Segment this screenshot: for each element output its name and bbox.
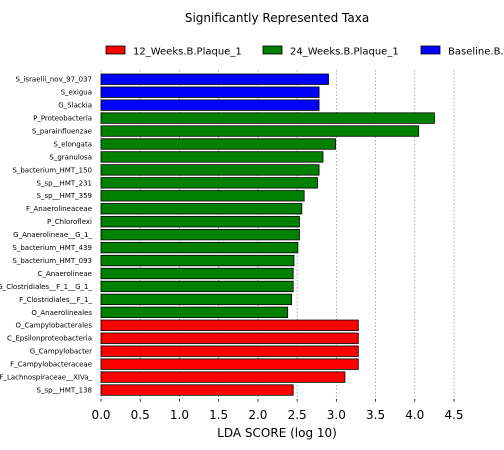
category-label: O_Campylobacterales: [15, 322, 92, 330]
legend-label: 12_Weeks.B.Plaque_1: [133, 47, 242, 58]
legend: 12_Weeks.B.Plaque_1 24_Weeks.B.Plaque_1 Ba…: [105, 45, 504, 58]
bar: [100, 177, 318, 189]
category-label: G_Anaerolineae__G_1_: [13, 231, 92, 239]
x-tick-label: 0.0: [91, 408, 110, 422]
bar: [100, 267, 294, 280]
bar: [100, 319, 359, 331]
category-label: C_Epsilonproteobacteria: [7, 335, 92, 343]
bar: [100, 332, 359, 344]
x-tick-label: 4.5: [444, 408, 463, 422]
bar: [100, 151, 324, 163]
category-label: S_granulosa: [49, 153, 92, 161]
bar: [100, 280, 294, 293]
bar: [100, 99, 320, 111]
bar: [100, 345, 359, 357]
category-label: S_israelii_nov_97_037: [16, 76, 92, 84]
category-label: G_Campylobacter: [30, 348, 92, 356]
legend-swatch: [105, 45, 126, 55]
category-label: G_Clostridiales__F_1__G_1_: [0, 283, 92, 291]
bar: [100, 254, 295, 267]
category-label: S_sp__HMT_231: [37, 179, 92, 187]
category-label: S_bacterium_HMT_093: [12, 257, 92, 265]
bar: [100, 203, 303, 215]
bar: [100, 138, 336, 150]
bar: [100, 112, 435, 124]
x-tick-label: 2.5: [288, 408, 307, 422]
x-axis-ticks: 0.0 0.5 1.0 1.5 2.0 2.5 3.0 3.5 4.0 4.5: [91, 398, 464, 422]
x-tick-label: 4.0: [405, 408, 424, 422]
category-label: F_Lachnospiraceae__XIVa_: [0, 374, 92, 382]
bar: [100, 216, 300, 228]
category-label: S_exigua: [61, 89, 92, 97]
bar: [100, 125, 420, 137]
category-label: S_bacterium_HMT_439: [12, 244, 92, 252]
category-label: F_Campylobacteraceae: [10, 361, 92, 369]
bar: [100, 164, 320, 176]
category-label: S_elongata: [53, 140, 92, 148]
x-tick-label: 3.0: [327, 408, 346, 422]
category-label: S_sp__HMT_138: [37, 386, 92, 394]
bar: [100, 228, 300, 241]
category-label: G_Slackia: [58, 102, 92, 110]
category-label: F_Clostridiales__F_1_: [19, 296, 92, 304]
legend-label: Baseline.B.Plaque_1: [448, 47, 504, 58]
x-tick-label: 2.0: [248, 408, 267, 422]
category-label: O_Anaerolineales: [31, 309, 92, 317]
bar: [100, 358, 359, 370]
legend-label: 24_Weeks.B.Plaque_1: [290, 47, 399, 58]
category-label: S_bacterium_HMT_150: [12, 166, 92, 174]
bar: [100, 306, 289, 319]
bar: [100, 73, 329, 85]
category-label: P_Proteobacteria: [33, 115, 92, 123]
legend-swatch: [420, 45, 441, 55]
bar: [100, 371, 346, 383]
category-label: P_Chloroflexi: [47, 218, 92, 226]
x-axis-label: LDA SCORE (log 10): [217, 426, 337, 440]
category-label: S_sp__HMT_359: [37, 192, 92, 200]
chart-title: Significantly Represented Taxa: [185, 11, 369, 25]
category-label: F_Anaerolineaceae: [26, 205, 92, 213]
bar: [100, 293, 293, 306]
x-tick-label: 3.5: [366, 408, 385, 422]
category-label: S_parainfluenzae: [32, 127, 92, 135]
bar: [100, 384, 294, 396]
bars: [100, 73, 435, 396]
bar: [100, 241, 299, 254]
category-labels: S_israelii_nov_97_037 S_exigua G_Slackia P_…: [0, 76, 93, 395]
bar: [100, 190, 305, 202]
category-label: C_Anaerolineae: [38, 270, 92, 278]
x-tick-label: 1.0: [170, 408, 189, 422]
bar: [100, 86, 320, 98]
x-tick-label: 1.5: [209, 408, 228, 422]
legend-swatch: [262, 45, 283, 55]
x-tick-label: 0.5: [131, 408, 150, 422]
